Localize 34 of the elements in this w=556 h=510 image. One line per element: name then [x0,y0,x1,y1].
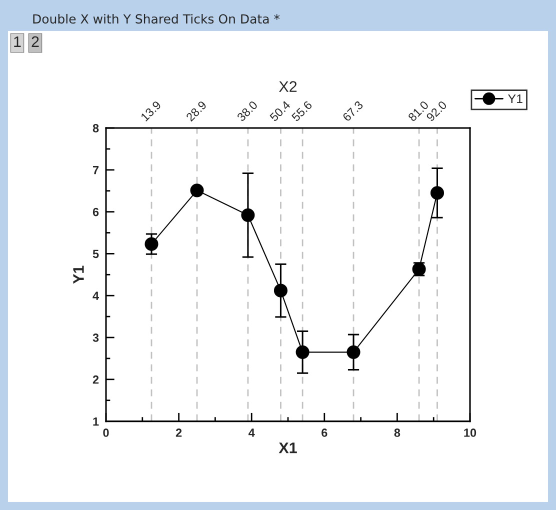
x-tick-label: 4 [248,428,255,437]
point [241,208,255,222]
point [274,284,288,298]
annotation: 28.9 [186,100,207,122]
y-tick-label: 1 [93,417,99,426]
y-tick-label: 6 [92,208,99,216]
point [144,237,158,251]
legend-label: Y1 [508,94,522,104]
x-tick-label: 6 [322,428,328,437]
text: 1 [14,36,21,47]
y-tick-label: 7 [93,166,99,174]
point [430,186,444,200]
annotation: 67.3 [342,100,364,122]
x-tick-label: 2 [176,428,182,437]
text: 2 [32,36,39,47]
y-tick-label: 4 [92,292,99,300]
annotation: 55.6 [291,100,313,122]
x-tick-label: 0 [103,428,109,437]
annotation: 13.9 [140,100,162,122]
annotation: 38.0 [236,100,258,122]
x2-axis-title: X2 [279,81,297,92]
y-axis-title: Y1 [73,266,84,284]
y-tick-label: 5 [92,250,99,258]
y-tick-label: 3 [92,334,99,342]
point [346,345,360,359]
annotation: 50.4 [269,100,291,122]
y-tick-label: 8 [92,124,99,132]
point [190,184,204,198]
x-tick-label: 8 [394,428,400,437]
x-axis-title: X1 [278,442,297,454]
x-tick-label: 10 [464,428,476,437]
chart-title: Double X with Y Shared Ticks On Data * [33,14,280,24]
point [296,345,310,359]
y-tick-label: 2 [92,375,99,384]
